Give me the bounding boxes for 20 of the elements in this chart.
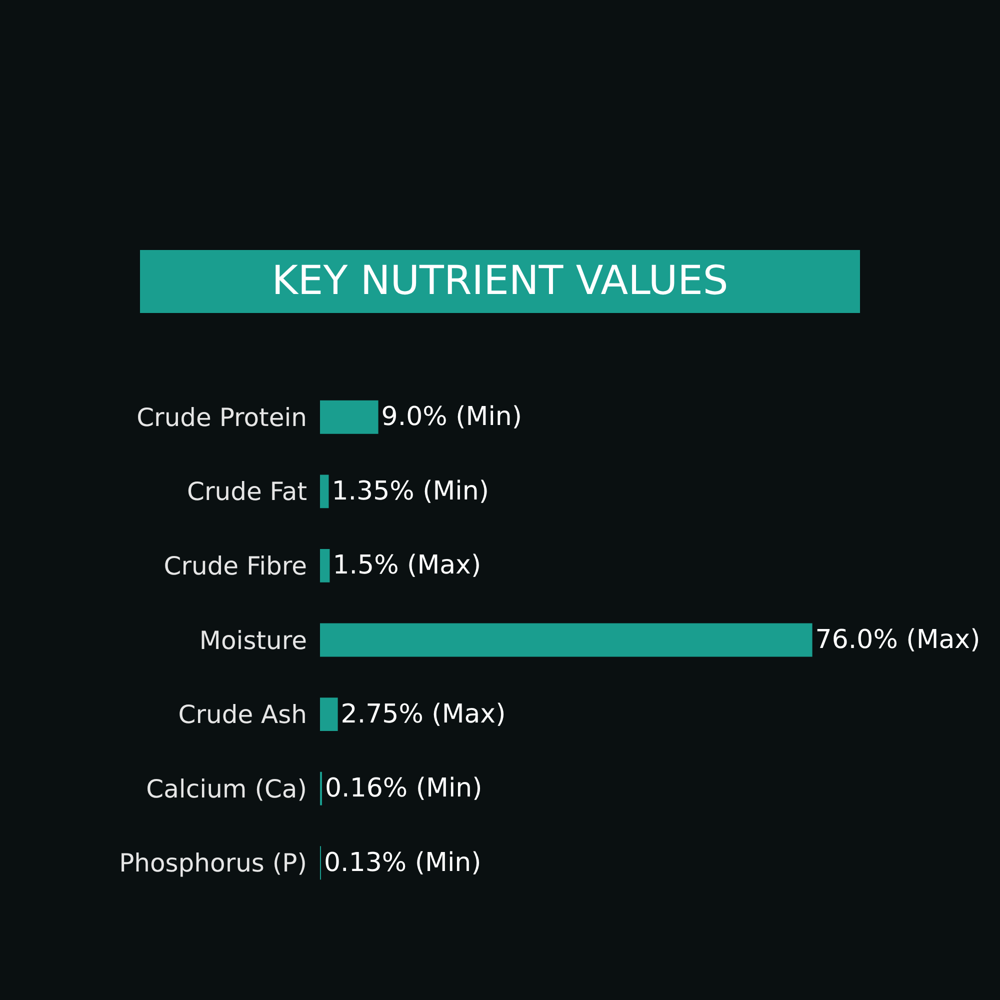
bar — [320, 400, 378, 434]
data-label: 1.5% (Max) — [332, 550, 482, 581]
y-tick-label: Crude Protein — [136, 402, 307, 432]
data-label: 76.0% (Max) — [815, 625, 980, 655]
chart-title: KEY NUTRIENT VALUES — [140, 250, 860, 313]
y-tick-label: Crude Ash — [178, 700, 307, 730]
data-label: 0.16% (Min) — [325, 774, 482, 804]
y-tick-label: Crude Fibre — [164, 551, 307, 580]
data-label: 2.75% (Max) — [340, 699, 506, 730]
y-tick-label: Calcium (Ca) — [146, 774, 307, 804]
bar — [320, 474, 329, 508]
y-tick-label: Phosphorus (P) — [119, 848, 307, 878]
data-label: 1.35% (Min) — [332, 476, 490, 506]
y-tick-label: Crude Fat — [187, 477, 308, 506]
data-label: 9.0% (Min) — [381, 402, 522, 432]
y-tick-label: Moisture — [199, 626, 307, 655]
bar — [320, 549, 330, 582]
bar — [320, 698, 338, 731]
data-label: 0.13% (Min) — [324, 848, 482, 878]
bar — [320, 623, 812, 657]
